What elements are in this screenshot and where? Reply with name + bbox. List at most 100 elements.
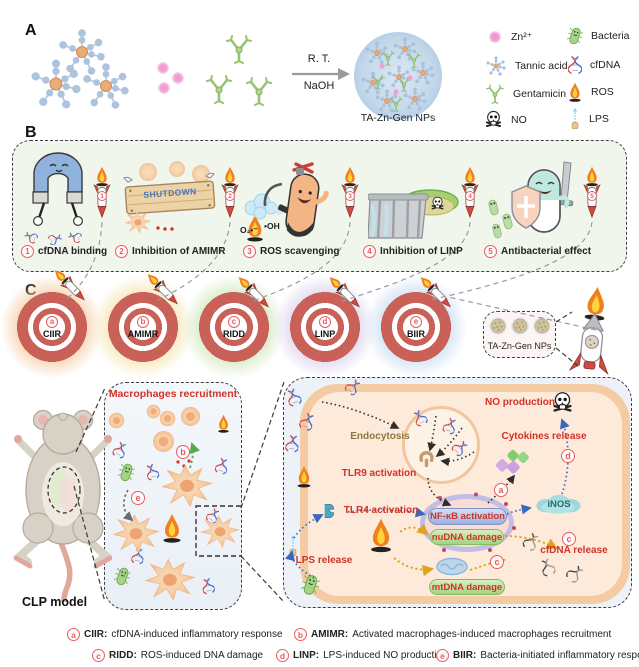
footer-desc: LPS-induced NO production	[323, 650, 448, 661]
rocket-number: 2	[225, 191, 235, 201]
letter-badge-e: e	[131, 491, 145, 505]
rocket-number: 5	[587, 191, 597, 201]
legend-label: Bacteria	[591, 30, 630, 42]
dam-illustration	[368, 189, 459, 239]
extinguisher-illustration	[244, 162, 329, 242]
letter-badge-d: d	[561, 449, 575, 463]
zn-icon	[157, 62, 169, 74]
number-badge: 4	[363, 245, 376, 258]
np-icons	[488, 316, 552, 336]
legend-item-bacteria: Bacteria	[567, 26, 630, 46]
cfdna-release-label: cfDNA release	[540, 545, 608, 556]
legend-item-ros: ROS	[567, 82, 614, 102]
legend-label: ROS	[591, 86, 614, 98]
letter-badge: e	[436, 649, 449, 662]
tannic-acid-icon	[486, 56, 506, 76]
footer-acronym: RIDD:	[109, 650, 137, 661]
legend-item-zn: Zn²⁺	[487, 29, 532, 45]
legend-label: Zn²⁺	[511, 31, 533, 43]
caption-label: ROS scavenging	[260, 246, 340, 257]
target-acronym: CIIR	[43, 328, 61, 339]
nanoparticle-product	[354, 32, 442, 120]
caption-cfdna-binding: 1 cfDNA binding	[21, 245, 107, 258]
endocytosis-label: Endocytosis	[350, 431, 410, 442]
magnet-cfdna-illustration	[22, 152, 83, 246]
target-letter: b	[137, 315, 149, 328]
letter-badge-c2: c	[490, 555, 504, 569]
footer-item-amimr: b AMIMR: Activated macrophages-induced m…	[294, 628, 611, 641]
tannic-acid-icon	[59, 29, 105, 75]
caption-label: Antibacterial effect	[501, 246, 592, 257]
rocket-number: 3	[345, 191, 355, 201]
nfkb-pill: NF-κB activation	[428, 508, 507, 525]
big-rocket-icon	[565, 282, 621, 382]
clp-model-label: CLP model	[22, 595, 88, 609]
rocket-number: 4	[465, 191, 475, 201]
bacteria-icon	[567, 26, 583, 46]
footer-desc: cfDNA-induced inflammatory response	[111, 629, 283, 640]
number-badge: 1	[21, 245, 34, 258]
footer-acronym: AMIMR:	[311, 629, 349, 640]
letter-badge: b	[294, 628, 307, 641]
cell-art	[324, 391, 586, 585]
shutdown-sign-illustration	[123, 161, 216, 234]
footer-item-ciir: a CIIR: cfDNA-induced inflammatory respo…	[67, 628, 283, 641]
legend-item-no: NO	[484, 110, 527, 129]
tlr4-label: TLR4 activation	[343, 505, 419, 516]
reactants-illustration	[31, 29, 273, 109]
target-acronym: AMIMR	[127, 328, 159, 339]
caption-inhibition-linp: 4 Inhibition of LINP	[363, 245, 463, 258]
ros-flame-icon	[569, 82, 581, 102]
rocket-number: 1	[97, 191, 107, 201]
caption-antibacterial: 5 Antibacterial effect	[484, 245, 591, 258]
legend-item-lps: LPS	[569, 108, 609, 130]
panel-a-label: A	[25, 22, 37, 39]
mitochondrion-icon	[436, 557, 468, 576]
target-acronym: LINP	[314, 328, 336, 339]
reaction-condition-top: R. T.	[307, 53, 331, 65]
ros-flame-icon	[218, 414, 229, 433]
footer-acronym: BIIR:	[453, 650, 477, 661]
letter-badge: c	[92, 649, 105, 662]
cfdna-icon	[568, 55, 582, 75]
caption-label: Inhibition of AMIMR	[132, 246, 226, 257]
footer-desc: Bacteria-initiated inflammatory response	[480, 650, 639, 661]
legend-label: Tannic acid	[515, 60, 568, 72]
no-production-label: NO production	[485, 397, 555, 408]
footer-acronym: LINP:	[293, 650, 320, 661]
letter-badge: d	[276, 649, 289, 662]
target-amimr: b AMIMR	[105, 289, 181, 365]
legend-item-cfdna: cfDNA	[568, 55, 620, 75]
number-badge: 5	[484, 245, 497, 258]
caption-inhibition-amimr: 2 Inhibition of AMIMR	[115, 245, 226, 258]
lps-release-label: LPS release	[295, 555, 353, 566]
tlr4-receptor-icon	[324, 503, 335, 519]
caption-label: cfDNA binding	[38, 246, 108, 257]
cytokines-icon	[494, 449, 530, 475]
product-label: TA-Zn-Gen NPs	[360, 112, 436, 124]
legend-item-tannic: Tannic acid	[485, 55, 568, 77]
lps-icon	[571, 108, 579, 130]
footer-item-ridd: c RIDD: ROS-induced DNA damage	[92, 649, 263, 662]
tlr9-label: TLR9 activation	[341, 468, 417, 479]
target-letter: e	[410, 315, 422, 328]
number-badge: 3	[243, 245, 256, 258]
capsule-warrior-illustration	[487, 161, 574, 240]
macrophage-box-art	[108, 404, 242, 601]
target-acronym: RIDD	[223, 328, 245, 339]
panel-b-label: B	[25, 124, 37, 141]
skull-icon	[431, 196, 444, 210]
target-letter: d	[319, 315, 331, 328]
ros-flame-icon	[371, 518, 391, 553]
zn-icon	[489, 31, 501, 43]
skull-icon	[485, 110, 502, 128]
mtdna-pill: mtDNA damage	[429, 579, 505, 595]
cytokines-release-label: Cytokines release	[501, 431, 587, 442]
cfdna-icon	[111, 440, 129, 460]
footer-desc: ROS-induced DNA damage	[140, 650, 264, 661]
nudna-pill: nuDNA damage	[430, 529, 504, 545]
caption-ros-scavenging: 3 ROS scavenging	[243, 245, 339, 258]
target-letter: a	[46, 315, 58, 328]
target-acronym: BIIR	[407, 328, 425, 339]
